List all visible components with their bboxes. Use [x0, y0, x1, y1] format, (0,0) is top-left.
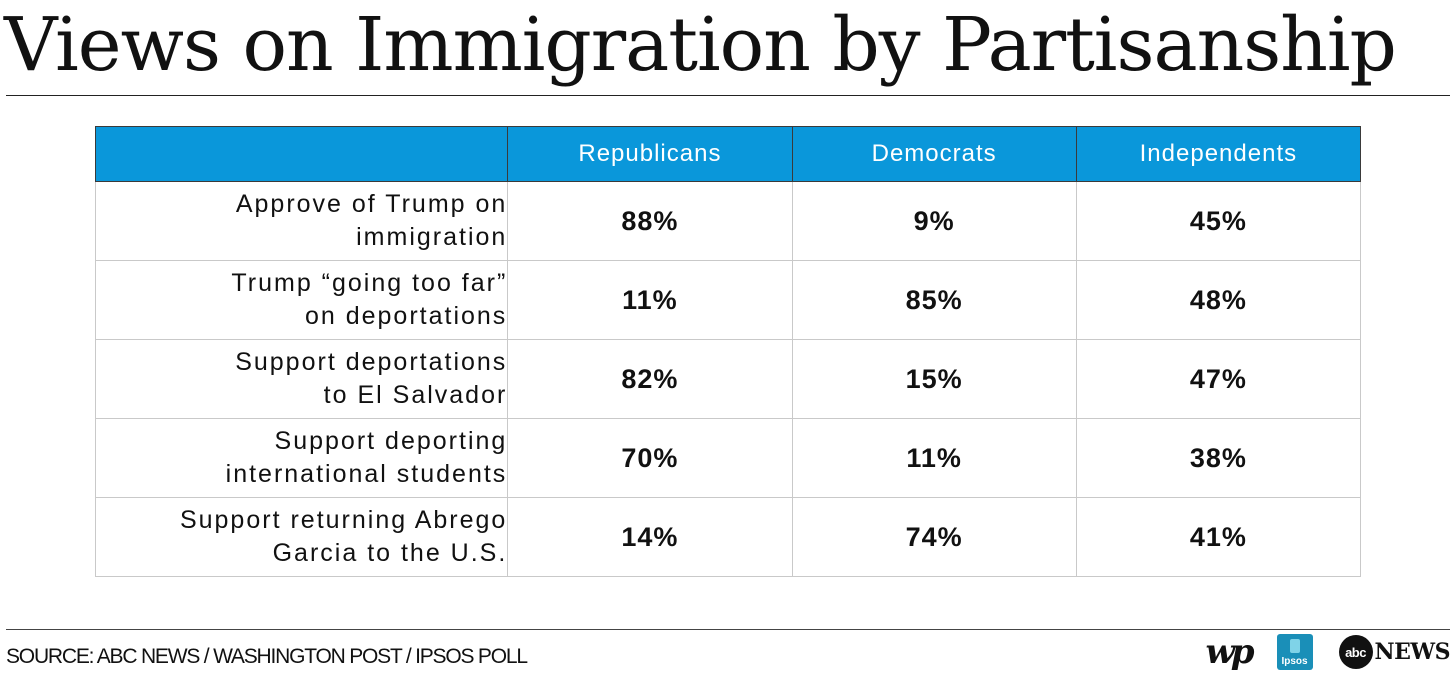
table-row: Support deporting international students 7…	[94, 418, 1362, 498]
value-cell-democrats: 15%	[791, 339, 1077, 419]
header-cell-independents: Independents	[1075, 126, 1362, 182]
row-label: Approve of Trump on immigration	[94, 181, 509, 261]
header-cell-democrats: Democrats	[791, 126, 1077, 182]
value-cell-republicans: 11%	[507, 260, 793, 340]
value-cell-democrats: 11%	[791, 418, 1077, 498]
logo-strip: wp Ipsos abc NEWS	[1205, 632, 1450, 672]
value-cell-independents: 45%	[1075, 181, 1362, 261]
header-cell-blank	[94, 126, 509, 182]
row-label-line: immigration	[356, 223, 508, 251]
page-title: Views on Immigration by Partisanship	[4, 2, 1397, 88]
footer-divider	[6, 629, 1450, 630]
abc-disc-icon: abc	[1338, 635, 1373, 669]
washington-post-logo: wp	[1205, 632, 1254, 672]
title-divider	[6, 95, 1450, 96]
row-label-line: to El Salvador	[323, 381, 508, 409]
header-cell-republicans: Republicans	[507, 126, 793, 182]
table-row: Trump “going too far” on deportations 11% 8…	[94, 260, 1362, 340]
value-cell-republicans: 82%	[507, 339, 793, 419]
table-row: Support returning Abrego Garcia to the U.…	[94, 497, 1362, 577]
row-label-line: Support returning Abrego	[179, 506, 508, 534]
table-row: Support deportations to El Salvador 82% 15%…	[94, 339, 1362, 419]
row-label-line: Support deportations	[235, 348, 508, 376]
header-row: Republicans Democrats Independents	[94, 126, 1362, 182]
table-row: Approve of Trump on immigration 88% 9% 45%	[94, 181, 1362, 261]
value-cell-independents: 41%	[1075, 497, 1362, 577]
value-cell-republicans: 70%	[507, 418, 793, 498]
abc-news-wordmark: NEWS	[1374, 639, 1451, 665]
value-cell-democrats: 74%	[791, 497, 1077, 577]
row-label-line: Trump “going too far”	[231, 269, 508, 297]
row-label-line: Support deporting	[274, 427, 508, 455]
data-table: Republicans Democrats Independents Appro…	[94, 126, 1362, 577]
row-label-line: international students	[225, 460, 508, 488]
ipsos-logo: Ipsos	[1276, 634, 1313, 670]
value-cell-democrats: 9%	[791, 181, 1077, 261]
row-label: Support deportations to El Salvador	[94, 339, 509, 419]
value-cell-democrats: 85%	[791, 260, 1077, 340]
row-label: Support deporting international students	[94, 418, 509, 498]
value-cell-independents: 47%	[1075, 339, 1362, 419]
row-label-line: Garcia to the U.S.	[272, 539, 508, 567]
source-note: SOURCE: ABC NEWS / WASHINGTON POST / IPS…	[6, 645, 528, 668]
row-label: Trump “going too far” on deportations	[94, 260, 509, 340]
value-cell-independents: 38%	[1075, 418, 1362, 498]
value-cell-independents: 48%	[1075, 260, 1362, 340]
abc-news-logo: abc NEWS	[1338, 635, 1451, 669]
row-label-line: on deportations	[304, 302, 508, 330]
value-cell-republicans: 88%	[507, 181, 793, 261]
row-label: Support returning Abrego Garcia to the U.…	[94, 497, 509, 577]
row-label-line: Approve of Trump on	[235, 190, 508, 218]
value-cell-republicans: 14%	[507, 497, 793, 577]
